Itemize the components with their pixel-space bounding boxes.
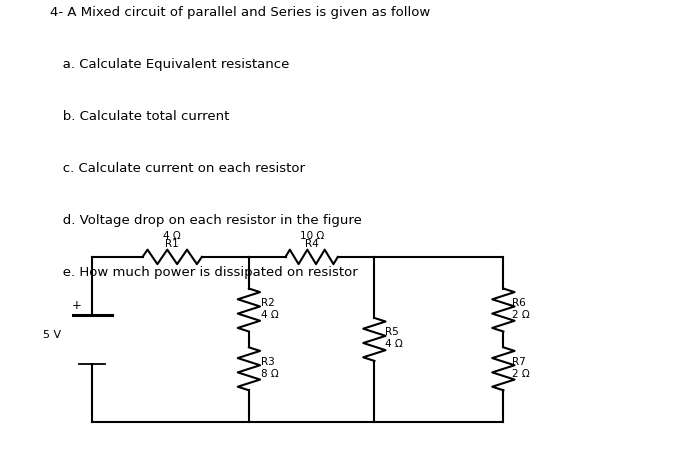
Text: e. How much power is dissipated on resistor: e. How much power is dissipated on resis… <box>50 266 358 279</box>
Text: R3: R3 <box>262 357 275 367</box>
Text: 4 Ω: 4 Ω <box>385 339 402 349</box>
Text: 5 V: 5 V <box>43 330 61 340</box>
Text: R4: R4 <box>304 239 318 249</box>
Text: R6: R6 <box>512 298 526 308</box>
Text: d. Voltage drop on each resistor in the figure: d. Voltage drop on each resistor in the … <box>50 214 362 227</box>
Text: +: + <box>72 299 82 312</box>
Text: R5: R5 <box>385 327 398 337</box>
Text: 4 Ω: 4 Ω <box>262 310 279 320</box>
Text: R2: R2 <box>262 298 275 308</box>
Text: 2 Ω: 2 Ω <box>512 369 529 379</box>
Text: b. Calculate total current: b. Calculate total current <box>50 110 230 123</box>
Text: R1: R1 <box>165 239 179 249</box>
Text: 4 Ω: 4 Ω <box>163 231 181 241</box>
Text: R7: R7 <box>512 357 526 367</box>
Text: 4- A Mixed circuit of parallel and Series is given as follow: 4- A Mixed circuit of parallel and Serie… <box>50 6 430 19</box>
Text: c. Calculate current on each resistor: c. Calculate current on each resistor <box>50 162 305 175</box>
Text: 2 Ω: 2 Ω <box>512 310 529 320</box>
Text: 8 Ω: 8 Ω <box>262 369 279 379</box>
Text: 10 Ω: 10 Ω <box>300 231 324 241</box>
Text: a. Calculate Equivalent resistance: a. Calculate Equivalent resistance <box>50 58 290 71</box>
